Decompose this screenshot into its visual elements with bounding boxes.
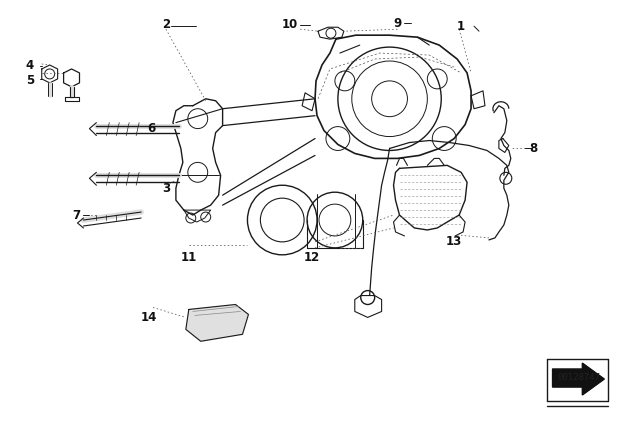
Text: 9: 9 — [394, 17, 402, 30]
Text: 11: 11 — [180, 251, 197, 264]
Polygon shape — [186, 305, 248, 341]
Text: 00128747: 00128747 — [557, 373, 600, 382]
Text: 2: 2 — [162, 18, 170, 31]
Text: 5: 5 — [26, 74, 34, 87]
Text: 7: 7 — [72, 209, 81, 222]
Text: 10: 10 — [282, 18, 298, 31]
Text: 12: 12 — [304, 251, 320, 264]
Text: 13: 13 — [446, 235, 462, 248]
Polygon shape — [552, 363, 604, 395]
Text: 3: 3 — [162, 182, 170, 195]
Text: 6: 6 — [147, 122, 155, 135]
Text: 1: 1 — [457, 20, 465, 33]
Text: 14: 14 — [141, 311, 157, 324]
Text: 4: 4 — [26, 60, 34, 73]
Text: 8: 8 — [529, 142, 538, 155]
